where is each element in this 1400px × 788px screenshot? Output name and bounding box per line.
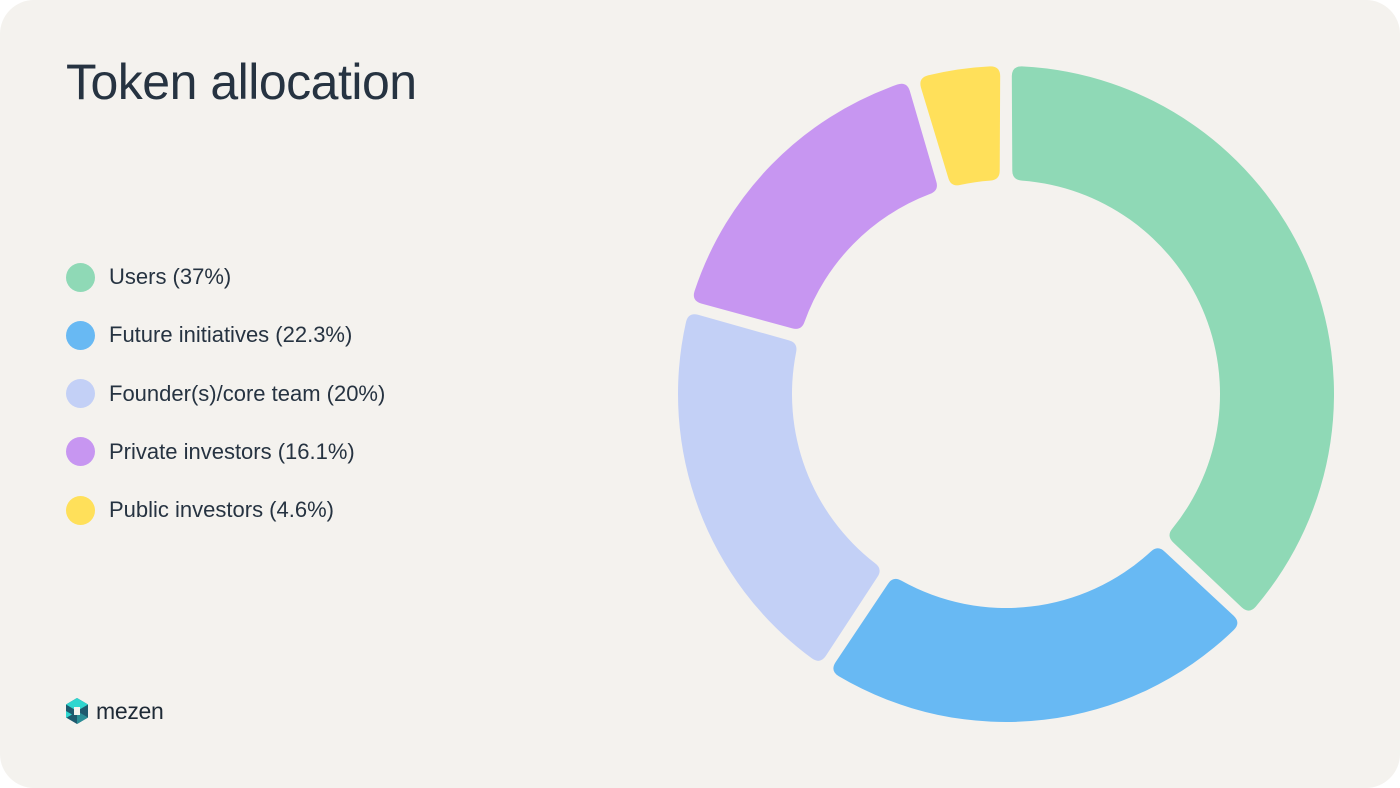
legend-swatch	[66, 320, 95, 350]
donut-slice	[693, 83, 937, 329]
legend-item: Users (37%)	[66, 259, 385, 295]
donut-slice	[920, 66, 1001, 186]
legend-label: Public investors (4.6%)	[109, 497, 334, 523]
donut-slice	[833, 548, 1238, 723]
legend-label: Users (37%)	[109, 264, 232, 289]
legend-label: Future initiatives (22.3%)	[109, 322, 353, 348]
legend-label: Private investors (16.1%)	[109, 438, 355, 464]
legend-swatch	[66, 495, 95, 525]
donut-slice	[1011, 66, 1335, 611]
chart-title: Token allocation	[66, 54, 417, 110]
brand-logo: mezen	[64, 697, 164, 725]
legend-swatch	[66, 437, 95, 467]
legend-item: Future initiatives (22.3%)	[66, 317, 385, 353]
legend-label: Founder(s)/core team (20%)	[109, 380, 386, 406]
legend-swatch	[66, 379, 95, 409]
legend-swatch	[66, 262, 95, 292]
legend-item: Public investors (4.6%)	[66, 492, 385, 528]
hexagon-cube-logo-icon	[66, 698, 88, 724]
chart-legend: Users (37%) Future initiatives (22.3%) Fou…	[66, 259, 385, 550]
brand-name: mezen	[96, 697, 164, 724]
donut-slice	[678, 314, 880, 661]
legend-item: Private investors (16.1%)	[66, 434, 385, 470]
legend-item: Founder(s)/core team (20%)	[66, 376, 385, 412]
